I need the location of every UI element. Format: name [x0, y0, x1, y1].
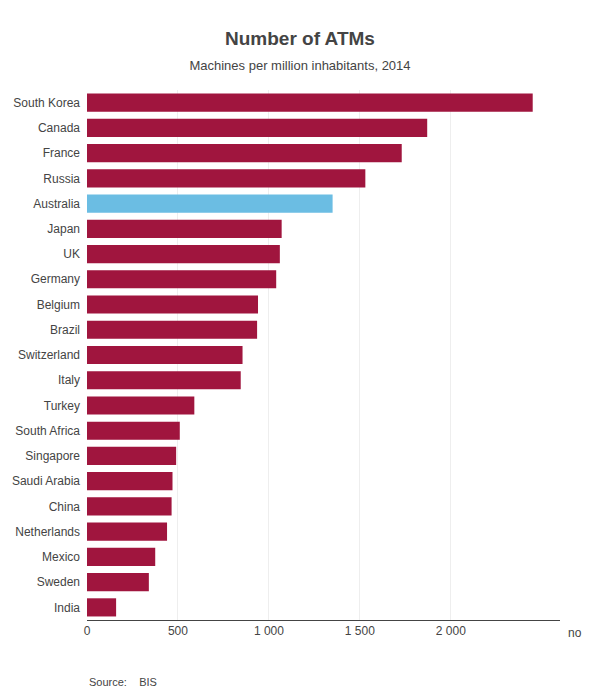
svg-text:500: 500: [168, 624, 188, 638]
svg-text:France: France: [43, 146, 81, 160]
svg-text:Sweden: Sweden: [37, 575, 80, 589]
svg-text:1 000: 1 000: [254, 624, 284, 638]
svg-text:Canada: Canada: [38, 121, 80, 135]
svg-text:India: India: [54, 601, 80, 615]
svg-text:Italy: Italy: [58, 373, 80, 387]
svg-text:Saudi Arabia: Saudi Arabia: [12, 474, 80, 488]
svg-text:Netherlands: Netherlands: [15, 525, 80, 539]
svg-text:Number of ATMs: Number of ATMs: [225, 28, 375, 49]
svg-text:South Africa: South Africa: [15, 424, 80, 438]
svg-text:Australia: Australia: [33, 197, 80, 211]
svg-text:Singapore: Singapore: [25, 449, 80, 463]
svg-text:Turkey: Turkey: [44, 399, 80, 413]
svg-text:South Korea: South Korea: [13, 96, 80, 110]
svg-text:UK: UK: [63, 247, 80, 261]
svg-text:0: 0: [84, 624, 91, 638]
svg-text:Brazil: Brazil: [50, 323, 80, 337]
svg-text:Belgium: Belgium: [37, 298, 80, 312]
svg-text:Mexico: Mexico: [42, 550, 80, 564]
svg-text:no: no: [568, 626, 582, 640]
svg-text:Germany: Germany: [31, 272, 80, 286]
svg-text:Russia: Russia: [43, 172, 80, 186]
svg-text:2 000: 2 000: [436, 624, 466, 638]
svg-text:Source: BIS: Source: BIS: [89, 676, 157, 688]
svg-text:China: China: [49, 500, 81, 514]
svg-text:Machines per million inhabitan: Machines per million inhabitants, 2014: [189, 58, 410, 73]
svg-text:Switzerland: Switzerland: [18, 348, 80, 362]
svg-text:Japan: Japan: [47, 222, 80, 236]
svg-text:1 500: 1 500: [345, 624, 375, 638]
